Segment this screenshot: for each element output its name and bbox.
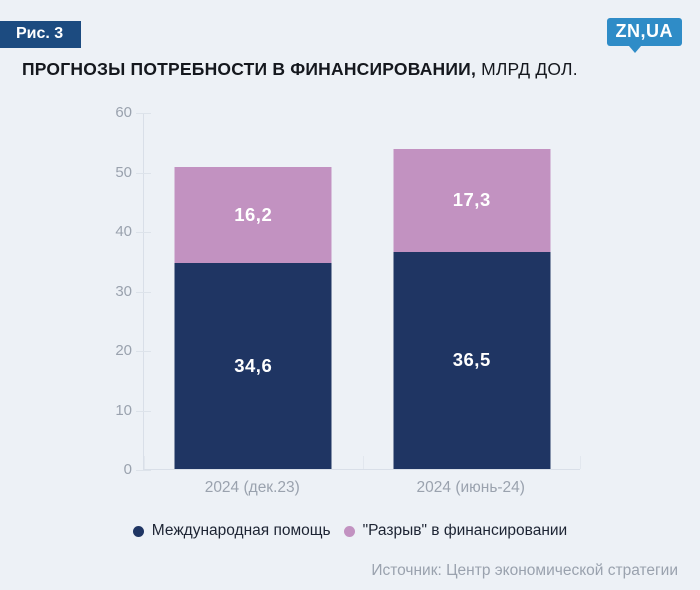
x-category-label: 2024 (июнь-24) (416, 479, 525, 496)
chart-title-units: МЛРД ДОЛ. (476, 59, 578, 79)
legend-label: Международная помощь (151, 522, 331, 539)
bar-2024 (июнь-24): 17,3 36,5 (393, 148, 551, 469)
y-tick-mark (136, 113, 151, 114)
bar-value-label: 36,5 (452, 349, 491, 371)
y-tick-label: 50 (115, 163, 132, 181)
znua-logo-text: ZN,UA (615, 21, 673, 41)
y-tick-mark (136, 172, 151, 174)
bar-value-label: 16,2 (234, 203, 273, 225)
y-tick-label: 0 (123, 461, 132, 478)
logo-speech-tail-icon (628, 46, 641, 53)
x-tick-mark (580, 456, 581, 469)
x-category-label: 2024 (дек.23) (204, 479, 300, 496)
y-tick-mark (136, 410, 151, 412)
x-tick-mark (362, 456, 364, 469)
legend-item: Международная помощь (132, 522, 331, 540)
chart-title-bold: ПРОГНОЗЫ ПОТРЕБНОСТИ В ФИНАНСИРОВАНИИ, (22, 59, 477, 79)
source-credit: Источник: Центр экономической стратегии (371, 562, 678, 579)
y-tick-label: 10 (115, 401, 132, 419)
figure-badge: Рис. 3 (0, 21, 82, 48)
y-tick-mark (136, 351, 151, 352)
y-tick-label: 20 (115, 342, 132, 359)
chart-title: ПРОГНОЗЫ ПОТРЕБНОСТИ В ФИНАНСИРОВАНИИ, М… (22, 59, 578, 80)
y-tick-mark (136, 291, 151, 293)
bar-segment: 16,2 (174, 166, 332, 264)
bar-segment: 34,6 (174, 263, 332, 469)
bar-segment: 17,3 (393, 148, 551, 252)
legend-label: "Разрыв" в финансировании (362, 522, 568, 539)
legend-swatch-icon (132, 525, 144, 537)
bar-segment: 36,5 (393, 251, 551, 469)
y-tick-mark (136, 470, 151, 471)
plot-area: 16,2 34,6 17,3 36,5 (143, 113, 581, 470)
y-tick-label: 30 (115, 282, 132, 300)
bar-value-label: 34,6 (234, 355, 273, 377)
y-tick-label: 40 (115, 223, 132, 240)
znua-logo: ZN,UA (606, 18, 682, 53)
legend-swatch-icon (343, 525, 355, 537)
bar-value-label: 17,3 (452, 189, 491, 211)
y-tick-label: 60 (115, 104, 132, 121)
legend-item: "Разрыв" в финансировании (343, 522, 568, 540)
x-tick-mark (144, 456, 145, 469)
bar-2024 (дек.23): 16,2 34,6 (174, 166, 332, 469)
legend: Международная помощь "Разрыв" в финансиро… (0, 522, 700, 540)
y-tick-mark (136, 232, 151, 233)
